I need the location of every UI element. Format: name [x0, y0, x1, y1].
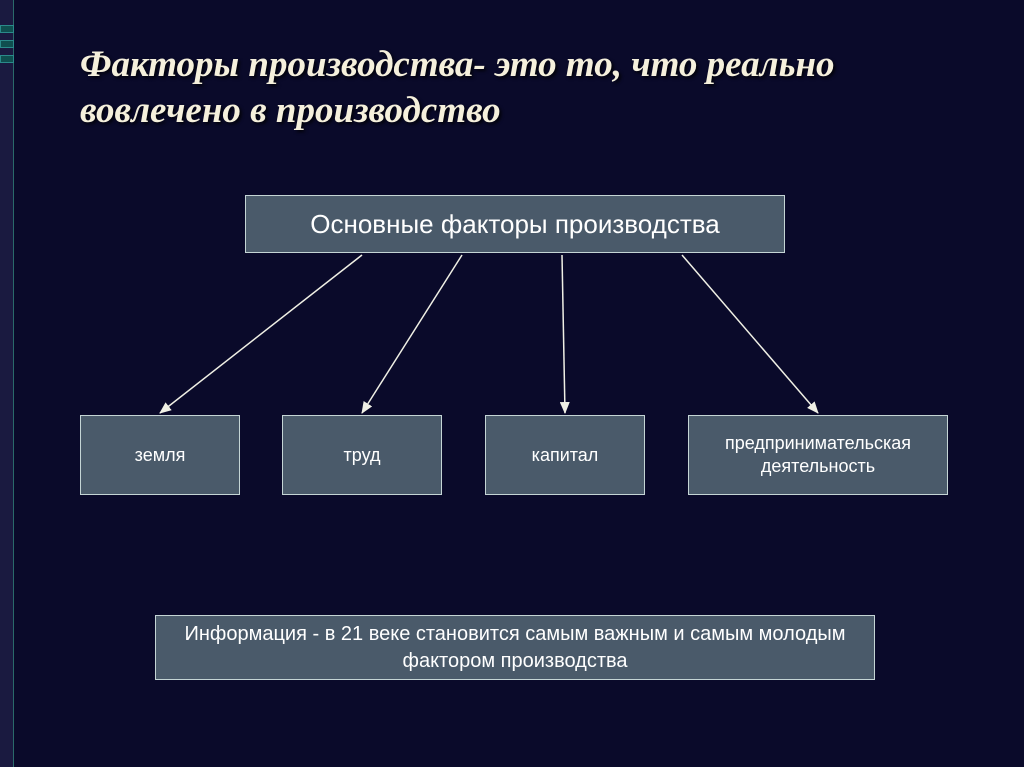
- leaf-box-kapital: капитал: [485, 415, 645, 495]
- leaf-box-predprinimatelskaya: предпринимательская деятельность: [688, 415, 948, 495]
- side-accent: [0, 0, 14, 767]
- leaf-box-trud: труд: [282, 415, 442, 495]
- slide-title: Факторы производства- это то, что реальн…: [80, 42, 960, 135]
- leaf-box-zemlya: земля: [80, 415, 240, 495]
- side-ticks: [0, 25, 14, 70]
- root-box: Основные факторы производства: [245, 195, 785, 253]
- info-box: Информация - в 21 веке становится самым …: [155, 615, 875, 680]
